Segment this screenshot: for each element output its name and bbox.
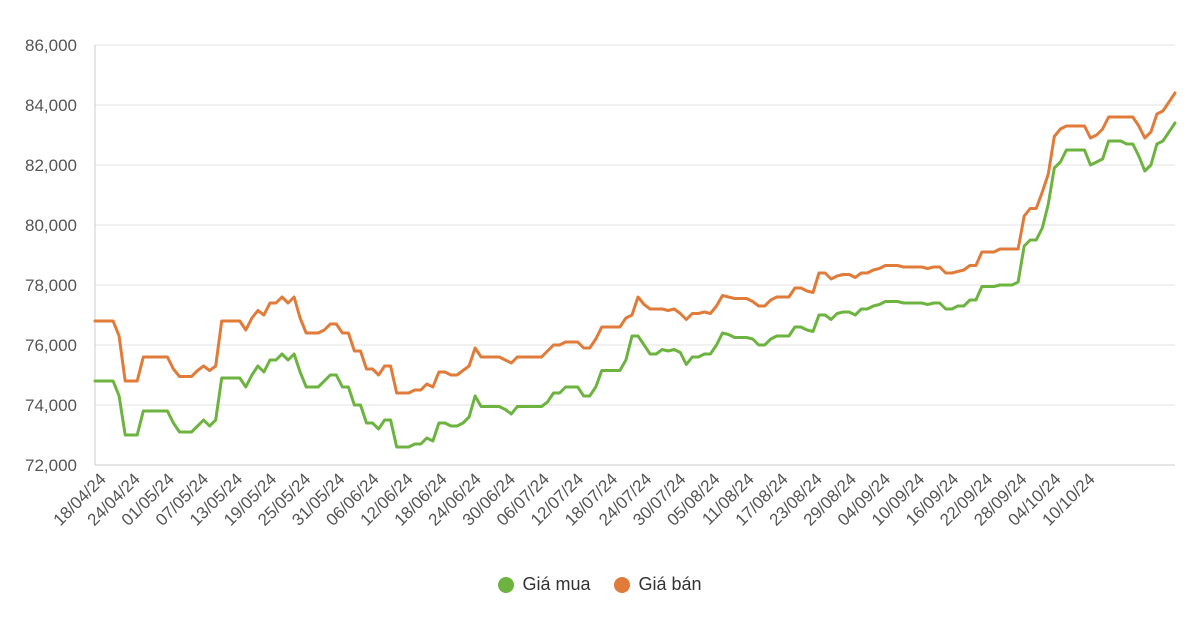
- series-lines: [93, 91, 1177, 449]
- y-axis-ticks: 72,000 74,000 76,000 78,000 80,000 82,000 84,0…: [25, 36, 77, 475]
- legend-label-buy: Giá mua: [522, 574, 591, 594]
- y-tick-label: 84,000: [25, 96, 77, 115]
- y-tick-label: 82,000: [25, 156, 77, 175]
- y-tick-label: 74,000: [25, 396, 77, 415]
- legend-label-sell: Giá bán: [638, 574, 702, 594]
- legend-dot-sell-icon: [614, 576, 631, 593]
- y-tick-label: 80,000: [25, 216, 77, 235]
- y-tick-label: 76,000: [25, 336, 77, 355]
- legend-dot-buy-icon: [498, 576, 515, 593]
- series-line-buy[interactable]: [93, 121, 1177, 449]
- legend: Giá mua Giá bán: [0, 574, 1200, 595]
- grid-lines: [94, 44, 1175, 466]
- legend-item-sell[interactable]: Giá bán: [614, 574, 702, 595]
- series-line-sell[interactable]: [93, 91, 1177, 395]
- line-chart-svg: 72,000 74,000 76,000 78,000 80,000 82,000 84,0…: [25, 36, 1177, 530]
- legend-item-buy[interactable]: Giá mua: [498, 574, 590, 595]
- y-tick-label: 86,000: [25, 36, 77, 55]
- x-axis-ticks: 18/04/2424/04/2401/05/2407/05/2413/05/24…: [50, 469, 1099, 529]
- y-tick-label: 72,000: [25, 456, 77, 475]
- y-tick-label: 78,000: [25, 276, 77, 295]
